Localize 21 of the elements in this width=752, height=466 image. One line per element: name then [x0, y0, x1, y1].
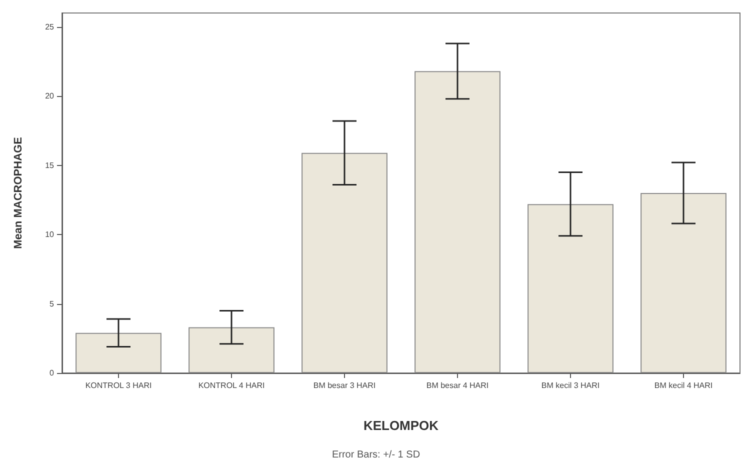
x-tick-label: BM besar 3 HARI	[313, 381, 376, 390]
x-tick-label: KONTROL 3 HARI	[85, 381, 152, 390]
y-tick-label: 15	[45, 160, 55, 170]
x-tick-label: BM kecil 3 HARI	[541, 381, 600, 390]
x-tick-label: BM besar 4 HARI	[426, 381, 489, 390]
x-tick-label: BM kecil 4 HARI	[654, 381, 713, 390]
bar	[76, 332, 162, 373]
y-tick-label: 5	[50, 299, 55, 308]
x-axis-title: KELOMPOK	[363, 418, 440, 433]
y-tick-label: 0	[50, 368, 55, 378]
bar	[640, 193, 726, 373]
y-tick-label: 10	[45, 230, 55, 240]
bar	[302, 152, 388, 373]
text: Error Bars: +/- 1 SD	[332, 450, 420, 460]
y-axis-title: Mean MACROPHAGE	[12, 137, 24, 249]
y-tick-label: 20	[45, 92, 55, 101]
bar	[528, 204, 614, 373]
x-tick-label: KONTROL 4 HARI	[198, 381, 265, 390]
y-tick-label: 25	[45, 22, 55, 32]
bar	[414, 71, 500, 373]
bar	[188, 327, 274, 373]
